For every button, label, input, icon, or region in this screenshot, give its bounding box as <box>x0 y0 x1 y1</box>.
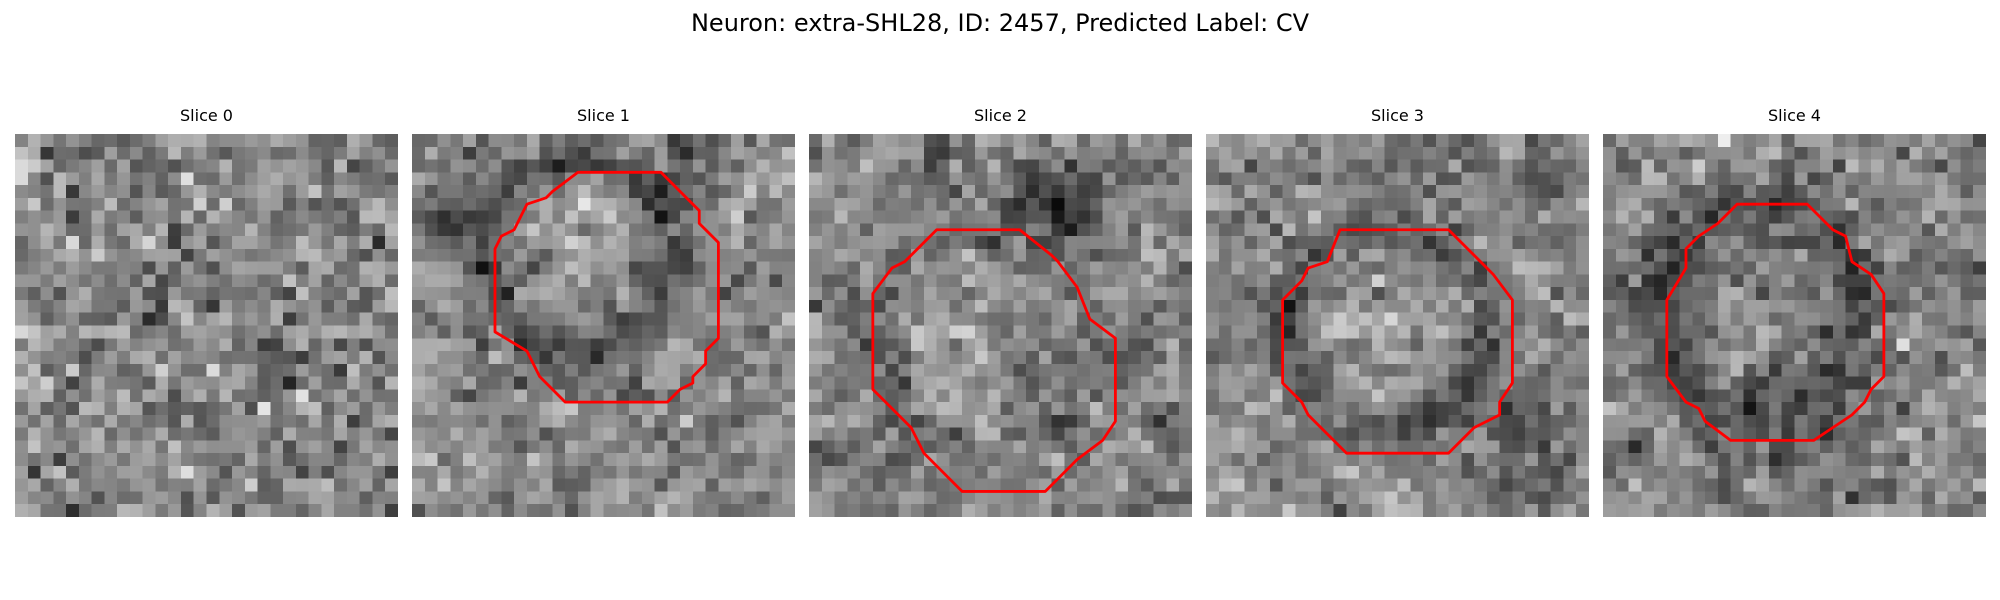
slice-panel-3: Slice 3 <box>1206 106 1589 517</box>
roi-contour <box>871 228 1117 493</box>
slice-panel-2: Slice 2 <box>809 106 1192 517</box>
slice-title-0: Slice 0 <box>180 106 233 125</box>
slice-image-4 <box>1603 134 1986 517</box>
roi-contour <box>493 170 720 404</box>
slice-image-3 <box>1206 134 1589 517</box>
slice-title-4: Slice 4 <box>1768 106 1821 125</box>
slice-panel-0: Slice 0 <box>15 106 398 517</box>
slice-image-0 <box>15 134 398 517</box>
figure-title: Neuron: extra-SHL28, ID: 2457, Predicted… <box>690 9 1310 37</box>
slice-image-1 <box>412 134 795 517</box>
slice-title-2: Slice 2 <box>974 106 1027 125</box>
roi-contour <box>1281 228 1514 455</box>
roi-contour <box>1665 202 1886 442</box>
slice-panel-4: Slice 4 <box>1603 106 1986 517</box>
slice-title-1: Slice 1 <box>577 106 630 125</box>
slice-panel-1: Slice 1 <box>412 106 795 517</box>
slice-image-2 <box>809 134 1192 517</box>
slice-title-3: Slice 3 <box>1371 106 1424 125</box>
